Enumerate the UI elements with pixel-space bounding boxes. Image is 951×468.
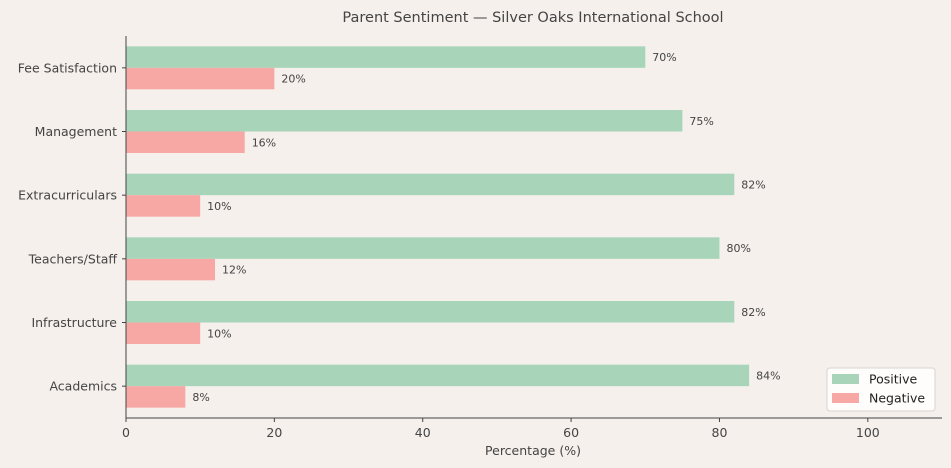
data-label-negative-infrastructure: 10% — [207, 327, 231, 340]
y-tick-label-academics: Academics — [49, 379, 117, 394]
y-tick-label-fee-satisfaction: Fee Satisfaction — [18, 60, 117, 75]
bar-positive-extracurriculars — [126, 173, 735, 196]
chart-title: Parent Sentiment — Silver Oaks Internati… — [342, 10, 723, 26]
legend-swatch-positive — [832, 374, 859, 384]
legend-label-negative: Negative — [869, 391, 925, 406]
x-tick-label-20: 20 — [266, 425, 282, 440]
data-label-positive-academics: 84% — [756, 369, 780, 382]
data-label-positive-fee-satisfaction: 70% — [652, 51, 676, 64]
legend-swatch-negative — [832, 393, 859, 403]
data-labels-group: 84% 8% 82% 10% 80% 12% 82% 10% 75% 16% 70% 20% — [192, 51, 780, 404]
x-tick-label-0: 0 — [122, 425, 130, 440]
data-label-negative-teachers-staff: 12% — [222, 264, 246, 277]
y-tick-label-infrastructure: Infrastructure — [31, 315, 117, 330]
x-tick-label-100: 100 — [856, 425, 880, 440]
bar-positive-academics — [126, 364, 750, 387]
bar-negative-teachers-staff — [126, 258, 216, 281]
y-tick-label-management: Management — [35, 124, 117, 139]
bar-positive-infrastructure — [126, 301, 735, 323]
x-tick-label-80: 80 — [712, 425, 728, 440]
data-label-negative-management: 16% — [252, 136, 276, 149]
y-tick-label-teachers-staff: Teachers/Staff — [28, 251, 118, 266]
bar-negative-fee-satisfaction — [126, 67, 275, 90]
x-axis: 0 20 40 60 80 100 — [122, 417, 942, 440]
y-tick-label-extracurriculars: Extracurriculars — [18, 188, 117, 203]
legend: Positive Negative — [826, 367, 936, 412]
bar-negative-academics — [126, 386, 186, 408]
data-label-positive-infrastructure: 82% — [741, 306, 765, 319]
data-label-positive-extracurriculars: 82% — [741, 178, 765, 191]
data-label-positive-management: 75% — [689, 115, 713, 128]
bars-group — [126, 46, 750, 408]
bar-positive-teachers-staff — [126, 237, 720, 259]
data-label-negative-academics: 8% — [192, 391, 209, 404]
data-label-negative-extracurriculars: 10% — [207, 200, 231, 213]
legend-label-positive: Positive — [869, 372, 917, 387]
x-axis-title: Percentage (%) — [485, 443, 581, 458]
x-tick-label-40: 40 — [415, 425, 431, 440]
bar-negative-extracurriculars — [126, 195, 201, 217]
bar-positive-management — [126, 110, 683, 132]
data-label-negative-fee-satisfaction: 20% — [281, 73, 305, 86]
x-tick-label-60: 60 — [563, 425, 579, 440]
data-label-positive-teachers-staff: 80% — [726, 242, 750, 255]
y-axis: Academics Infrastructure Teachers/Staff Ext… — [18, 36, 127, 418]
bar-positive-fee-satisfaction — [126, 46, 646, 68]
bar-negative-infrastructure — [126, 322, 201, 344]
bar-negative-management — [126, 131, 245, 153]
